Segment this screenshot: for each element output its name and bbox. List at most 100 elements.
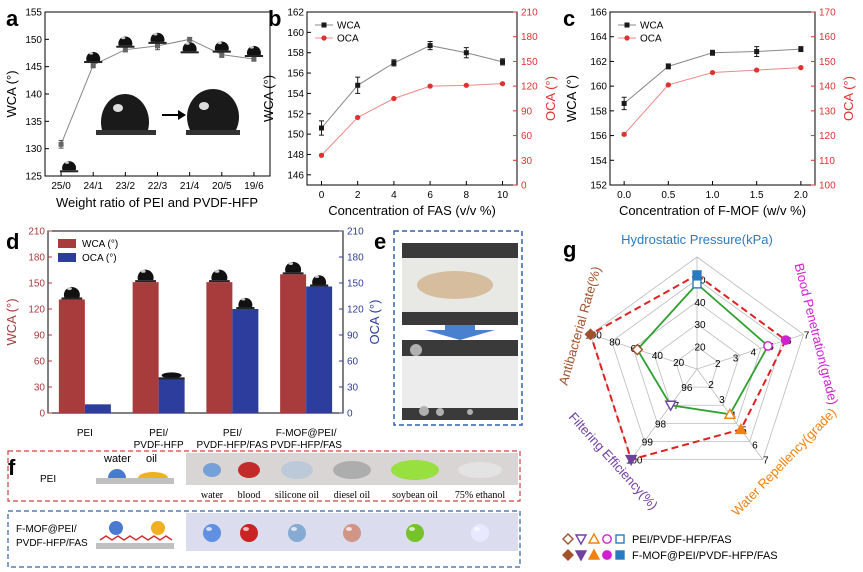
droplet	[419, 406, 429, 416]
pei-row-label: PEI	[40, 474, 56, 485]
b-y2-tick-label: 150	[521, 57, 538, 68]
droplet-substrate	[244, 55, 264, 58]
radar-series-polygon	[636, 282, 770, 416]
legend-marker	[615, 534, 625, 544]
b-x-tick-label: 10	[497, 190, 509, 201]
liquid-drops	[203, 460, 502, 542]
radar-tick-label: 80	[609, 337, 621, 348]
a-data-point	[251, 56, 257, 62]
legend-marker	[602, 534, 612, 544]
liquid-drop-on-fmof	[288, 524, 306, 542]
d-y2-tick-label: 210	[347, 227, 364, 238]
droplet-highlight	[199, 102, 209, 110]
droplet-image	[86, 51, 101, 62]
d-bar-wca	[132, 282, 159, 413]
b-data-point	[391, 95, 397, 102]
d-y-tick-label: 30	[34, 383, 46, 394]
droplet-image	[137, 269, 154, 281]
droplet-highlight	[153, 32, 158, 36]
b-y2-tick-label: 120	[521, 82, 538, 93]
liquid-label: water	[201, 490, 224, 501]
d-bar-wca	[206, 282, 233, 413]
b-y-tick-label: 152	[287, 109, 304, 120]
droplet-substrate	[282, 272, 304, 275]
radar-point	[664, 400, 677, 412]
membrane-strip-after	[402, 356, 518, 408]
c-data-point	[709, 69, 716, 76]
d-bar-wca	[58, 299, 85, 413]
arrow-down-icon	[425, 325, 495, 340]
radar-tick-label: 100	[626, 456, 643, 467]
radar-point	[631, 343, 644, 356]
d-x-tick-label: PEI/	[149, 428, 168, 439]
c-y2-tick-label: 170	[819, 8, 836, 19]
c-data-point	[754, 49, 760, 55]
radar-grid-ring	[632, 301, 762, 424]
b-y2-tick-label: 60	[521, 131, 533, 142]
d-y2-tick-label: 60	[347, 357, 359, 368]
a-x-axis-label: Weight ratio of PEI and PVDF-HFP	[56, 195, 258, 210]
b-x-tick-label: 4	[391, 190, 397, 201]
panel-f: f water oil PEI F-MOF@PEI/ PVDF-HFP/FAS …	[7, 450, 521, 568]
c-series-line	[623, 48, 801, 104]
b-legend-label: WCA	[337, 21, 361, 32]
liquid-drop-on-fmof	[203, 524, 221, 542]
liquid-label: silicone oil	[275, 490, 319, 501]
c-data-point	[665, 63, 671, 69]
a-data-point	[187, 36, 193, 42]
d-y2-axis-label: OCA (°)	[367, 300, 382, 345]
droplet-image	[211, 269, 228, 281]
radar-point	[624, 454, 638, 467]
a-x-tick-label: 22/3	[148, 181, 168, 192]
d-legend-label: OCA (°)	[82, 253, 117, 264]
oil-droplet-icon	[151, 521, 165, 535]
c-y2-tick-label: 110	[819, 156, 835, 167]
droplet-highlight	[206, 527, 212, 531]
droplet-highlight	[185, 42, 190, 45]
d-legend-swatch	[58, 239, 76, 248]
inset-droplet-image	[101, 94, 149, 130]
d-bar-oca	[84, 404, 111, 413]
radar-point	[584, 328, 597, 341]
radar-point	[692, 279, 702, 289]
droplet-highlight	[67, 287, 72, 291]
droplet-substrate	[59, 170, 79, 173]
c-y-tick-label: 162	[590, 57, 607, 68]
droplet-image	[312, 275, 327, 285]
c-y2-tick-label: 120	[819, 131, 836, 142]
b-data-point	[318, 125, 324, 131]
radar-legend-label: F-MOF@PEI/PVDF-HFP/FAS	[632, 550, 778, 562]
c-data-point	[665, 82, 671, 88]
droplet-substrate	[61, 297, 83, 300]
a-x-tick-label: 23/2	[116, 181, 136, 192]
d-legend-label: WCA (°)	[82, 239, 118, 250]
b-data-point	[355, 114, 361, 121]
c-data-point	[710, 50, 715, 56]
a-y-tick-label: 150	[25, 35, 42, 46]
c-y-tick-label: 164	[590, 32, 607, 43]
substrate	[96, 478, 174, 484]
droplet-highlight	[474, 527, 480, 531]
droplet-highlight	[217, 41, 222, 45]
c-y-tick-label: 160	[590, 82, 607, 93]
inset-droplet-image	[187, 88, 240, 130]
liquid-drop-on-pei	[203, 463, 221, 477]
radar-spoke	[630, 368, 698, 460]
radar-point	[763, 341, 773, 351]
droplet-highlight	[214, 269, 220, 273]
c-series-line	[623, 67, 801, 135]
inset-substrate	[186, 130, 240, 135]
panel-letter-b: b	[268, 6, 281, 31]
oil-droplet-icon	[138, 472, 168, 478]
droplet-image	[182, 42, 197, 52]
c-y2-axis-label: OCA (°)	[841, 76, 856, 121]
b-data-point	[355, 82, 361, 88]
radar-point	[723, 407, 737, 420]
d-y-tick-label: 180	[28, 253, 45, 264]
radar-tick-label: 7	[763, 456, 769, 467]
panel-f-bottom-frame	[7, 510, 521, 568]
droplet-highlight	[249, 46, 254, 49]
droplet-highlight	[64, 161, 70, 164]
droplet-image	[150, 32, 165, 42]
d-y2-tick-label: 0	[347, 409, 353, 420]
